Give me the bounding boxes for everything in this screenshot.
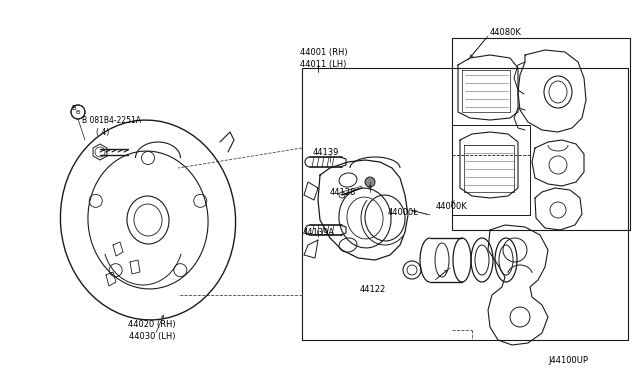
Text: 44128: 44128 (330, 188, 356, 197)
Circle shape (365, 177, 375, 187)
Text: 44139A: 44139A (303, 228, 335, 237)
Text: 44080K: 44080K (490, 28, 522, 37)
Text: 44000L: 44000L (388, 208, 419, 217)
Text: 44122: 44122 (360, 285, 387, 294)
Text: J44100UP: J44100UP (548, 356, 588, 365)
Text: 44020 (RH): 44020 (RH) (128, 320, 176, 329)
Text: 44001 (RH): 44001 (RH) (300, 48, 348, 57)
Text: B 081B4-2251A: B 081B4-2251A (82, 116, 141, 125)
Text: B: B (76, 109, 80, 115)
Text: B: B (72, 105, 76, 111)
Text: 44030 (LH): 44030 (LH) (129, 332, 175, 341)
Text: 44011 (LH): 44011 (LH) (300, 60, 346, 69)
Text: 44000K: 44000K (436, 202, 468, 211)
Text: 44139: 44139 (313, 148, 339, 157)
Text: ( 4): ( 4) (96, 128, 109, 137)
